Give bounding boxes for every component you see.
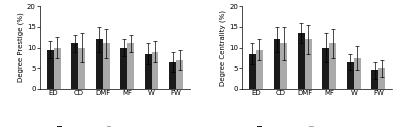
Bar	[274, 39, 280, 89]
Bar	[127, 43, 134, 89]
Bar	[96, 39, 103, 89]
Bar	[322, 48, 329, 89]
Bar	[329, 43, 336, 89]
Bar	[305, 39, 312, 89]
Y-axis label: Degree Centrality (%): Degree Centrality (%)	[220, 10, 226, 86]
Bar	[378, 68, 385, 89]
Bar	[298, 33, 305, 89]
Bar	[354, 58, 361, 89]
Bar	[120, 48, 127, 89]
Legend: DP(%) - Close, DP(%) - Unbalanced: DP(%) - Close, DP(%) - Unbalanced	[57, 126, 172, 127]
Bar	[78, 48, 85, 89]
Bar	[372, 70, 378, 89]
Bar	[256, 50, 263, 89]
Bar	[347, 62, 354, 89]
Y-axis label: Degree Prestige (%): Degree Prestige (%)	[18, 13, 24, 83]
Bar	[169, 62, 176, 89]
Bar	[47, 50, 54, 89]
Bar	[176, 60, 183, 89]
Bar	[249, 54, 256, 89]
Bar	[145, 54, 152, 89]
Bar	[71, 43, 78, 89]
Bar	[103, 43, 110, 89]
Bar	[152, 52, 158, 89]
Legend: DC (%) - Close, DC (%) - Unbalanced: DC (%) - Close, DC (%) - Unbalanced	[257, 126, 377, 127]
Bar	[280, 43, 287, 89]
Bar	[54, 48, 60, 89]
